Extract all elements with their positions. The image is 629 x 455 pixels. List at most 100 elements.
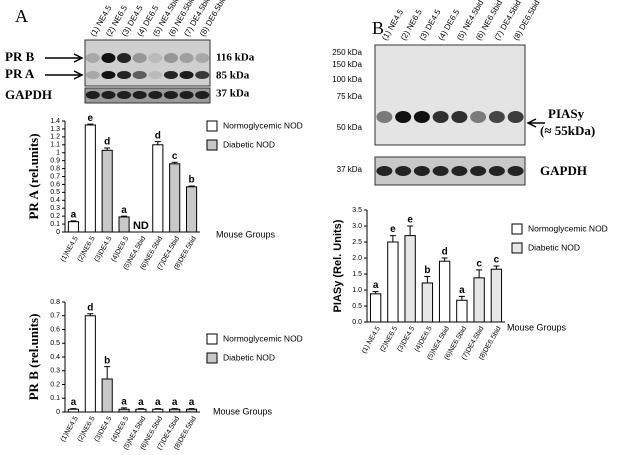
error-bar [188,408,195,410]
marker-label: 50 kDa [337,123,363,132]
size-label: 37 kDa [216,88,250,100]
band [432,111,449,123]
y-tick-label: 0.3 [50,368,60,375]
y-tick-label: 0.1 [50,221,60,228]
significance-label: d [104,137,110,148]
bar [152,144,164,233]
y-tick-label: 1.3 [50,126,60,133]
band [470,111,487,123]
row-label: PR B [5,49,35,64]
arrow [45,53,84,80]
bar [369,293,382,323]
error-bar [424,276,431,283]
bar [387,241,399,323]
error-bar [104,366,111,379]
band [117,71,132,79]
band [148,53,163,63]
legend-swatch [511,242,523,254]
protein-size: (≈ 55kDa) [540,123,595,138]
bar [490,268,503,323]
y-tick-label: 0.5 [50,189,60,196]
significance-label: a [138,397,144,408]
y-tick-label: 0 [56,229,60,236]
y-axis-label: PR A (rel.units) [26,133,41,219]
band [85,91,100,99]
band [507,166,524,176]
marker-label: 37 kDa [337,165,363,174]
y-tick-label: 0.3 [50,205,60,212]
significance-label: ND [133,220,149,232]
legend-swatch [206,139,218,151]
y-tick-label: 0.2 [50,213,60,220]
significance-label: d [87,302,93,313]
legend-label: Normoglycemic NOD [223,120,303,130]
size-label: 116 kDa [216,52,255,64]
y-tick-label: 0.4 [50,354,60,361]
significance-label: a [71,397,77,408]
significance-label: c [494,255,500,266]
error-bar [441,257,448,262]
y-tick-label: 0.9 [50,157,60,164]
error-bar [154,141,161,145]
significance-label: a [172,397,178,408]
panel-letter: B [372,18,384,38]
error-bar [171,408,178,410]
row-label: PR A [5,66,35,81]
band [488,166,505,176]
error-bar [188,185,195,187]
blot [84,87,211,104]
protein-label: PIASy [548,106,585,121]
bar [473,277,485,323]
blot [84,39,211,87]
bar [404,235,416,323]
bar [186,408,198,413]
y-tick-label: 0.8 [50,165,60,172]
band [195,91,210,99]
band [413,166,430,176]
error-bar [87,313,94,316]
y-tick-label: 0.0 [352,319,362,326]
band [195,53,210,63]
band [451,166,468,176]
band [148,71,163,79]
error-bar [458,295,465,301]
band [117,53,132,63]
band [195,71,210,79]
y-tick-label: 1.4 [50,118,60,125]
band [413,111,430,123]
band [179,71,194,79]
significance-label: d [442,247,448,258]
band [132,91,147,99]
band [488,111,505,123]
error-bar [154,408,161,410]
legend-label: Diabetic NOD [223,352,275,362]
significance-label: e [390,224,396,235]
y-tick-label: 2.0 [352,255,362,262]
bar [186,186,198,233]
loading-label: GAPDH [540,163,587,178]
y-tick-label: 0.2 [50,381,60,388]
significance-label: a [121,397,127,408]
error-bar [476,269,483,278]
bar [152,408,164,413]
significance-label: e [407,215,413,226]
band [395,166,412,176]
band [179,91,194,99]
x-axis-label: Mouse Groups [507,322,567,332]
y-tick-label: 3.0 [352,223,362,230]
y-tick-label: 1 [56,150,60,157]
band [101,53,116,63]
band [163,53,178,63]
legend-swatch [206,352,218,364]
y-tick-label: 0.6 [50,181,60,188]
bar [421,282,434,323]
marker-label: 250 kDa [332,48,362,57]
marker-label: 150 kDa [332,60,362,69]
x-axis-label: Mouse Groups [216,229,276,239]
y-axis-label: PR B (rel.units) [26,314,41,401]
arrow [526,118,545,128]
significance-label: a [155,397,161,408]
band [451,111,468,123]
marker-label: 75 kDa [337,92,363,101]
